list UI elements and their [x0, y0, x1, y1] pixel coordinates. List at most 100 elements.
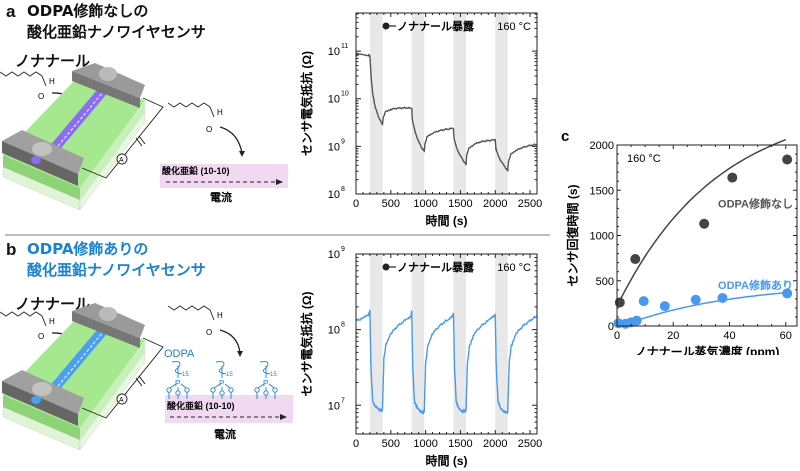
oxygen-atom [166, 387, 172, 393]
legend-label: ノナナール暴露 [397, 261, 475, 274]
oxygen-atom [184, 387, 190, 393]
data-point [727, 172, 738, 183]
x-tick-label: 60 [780, 330, 792, 342]
zno-surface [165, 395, 293, 423]
y-tick-exp: 8 [341, 186, 345, 193]
oxygen-atom [272, 387, 278, 393]
y-tick-base: 10 [328, 249, 340, 261]
x-tick-label: 2000 [483, 198, 507, 210]
panel-a-title-line1: ODPA修飾なしの [27, 2, 149, 20]
nonanal-chain-icon [167, 102, 215, 118]
exposure-window [453, 13, 466, 194]
temperature-annotation: 160 °C [497, 21, 531, 33]
y-tick-base: 10 [328, 141, 340, 153]
current-arrow-icon [280, 414, 287, 420]
chain-subscript: 15 [226, 372, 233, 378]
atom-h: H [217, 311, 223, 320]
y-tick-exp: 7 [341, 397, 345, 404]
panel-divider [5, 234, 550, 236]
atom-p: P [263, 379, 268, 388]
chain-subscript: 15 [270, 372, 277, 378]
data-point [638, 296, 649, 307]
x-axis-title: 時間 (s) [425, 213, 467, 228]
panel-a-letter: a [6, 2, 16, 21]
fit-curve [636, 291, 786, 322]
x-tick-label: 0 [353, 198, 359, 210]
exposure-window [453, 254, 466, 434]
exposure-window [495, 254, 508, 434]
nonanal-chain-icon [0, 311, 47, 327]
y-tick-exp: 9 [341, 138, 345, 145]
y-axis-title: センサ電気抵抗 (Ω) [299, 51, 314, 156]
nonanal-chain-icon [167, 305, 215, 321]
nanowire-icon [48, 324, 110, 394]
zno-surface [160, 164, 288, 188]
odpa-molecule-icon: 15P [254, 361, 278, 399]
surface-label: 酸化亜鉛 (10-10) [167, 400, 235, 411]
data-point [782, 154, 793, 165]
y-tick-exp: 8 [341, 322, 345, 329]
electrode-back-icon [72, 311, 140, 348]
oxygen-atom [228, 387, 234, 393]
data-point [630, 254, 641, 265]
panel-b-molecule-label: ノナナール [15, 295, 91, 313]
x-tick-label: 2500 [518, 198, 542, 210]
arrow-icon [219, 329, 241, 354]
odpa-anchor [212, 392, 232, 399]
plot-frame [355, 12, 538, 195]
nonanal-chain-icon [0, 71, 47, 87]
odpa-chain [215, 361, 227, 378]
current-label: 電流 [214, 427, 236, 441]
electrode-back-icon [72, 71, 140, 108]
odpa-bonds [169, 383, 187, 391]
x-tick-label: 0 [353, 438, 359, 450]
odpa-chain [259, 361, 271, 378]
y-tick-exp: 11 [341, 43, 348, 50]
y-tick-base: 10 [328, 325, 340, 337]
x-tick-label: 2500 [518, 438, 542, 450]
panel-a-molecule-label: ノナナール [15, 52, 91, 70]
panel-b-title-line2: 酸化亜鉛ナノワイヤセンサ [27, 261, 206, 279]
y-axis-title: センサ電気抵抗 (Ω) [299, 292, 314, 397]
y-tick-label: 0 [608, 321, 614, 333]
x-tick-label: 1000 [413, 438, 437, 450]
data-point [631, 315, 642, 326]
x-tick-label: 1500 [448, 198, 472, 210]
oxygen-atom [219, 390, 225, 396]
atom-p: P [219, 379, 224, 388]
panel-a-illustration: H O A H O 酸化亜鉛 (10-10) 電流 [0, 63, 288, 211]
surface-label: 酸化亜鉛 (10-10) [162, 165, 230, 176]
y-tick-base: 10 [328, 400, 340, 412]
x-axis-title: ノナナール蒸気濃度 (ppm) [635, 344, 780, 355]
chart-c: c 0 20 40 60 0 500 1000 1500 2000 160 °C ODPA修飾なし OD… [561, 128, 798, 355]
x-tick-label: 20 [667, 330, 679, 342]
atom-o: O [206, 328, 212, 337]
y-tick-label: 2000 [590, 140, 614, 152]
series-label-odpa: ODPA修飾あり [718, 278, 793, 292]
temperature-annotation: 160 °C [627, 153, 661, 165]
x-tick-label: 1000 [413, 198, 437, 210]
ammeter-icon [116, 393, 128, 405]
chain-subscript: 15 [182, 372, 189, 378]
atom-h: H [49, 77, 55, 86]
electrode-front-icon [2, 141, 78, 186]
data-point [717, 292, 728, 303]
atom-o: O [206, 125, 212, 134]
x-tick-label: 0 [614, 330, 620, 342]
exposure-window [369, 13, 383, 194]
data-point [659, 301, 670, 312]
circuit-wire [81, 337, 164, 419]
current-label: 電流 [210, 190, 232, 204]
odpa-chain [171, 361, 183, 378]
y-tick-exp: 10 [341, 91, 349, 98]
panel-a-title: ODPA修飾なしの 酸化亜鉛ナノワイヤセンサ [27, 1, 206, 43]
atom-h: H [49, 317, 55, 326]
exposure-window [495, 13, 508, 194]
exposure-window [369, 254, 383, 434]
atom-o: O [38, 332, 44, 341]
y-tick-label: 500 [596, 276, 614, 288]
x-tick-label: 2000 [483, 438, 507, 450]
